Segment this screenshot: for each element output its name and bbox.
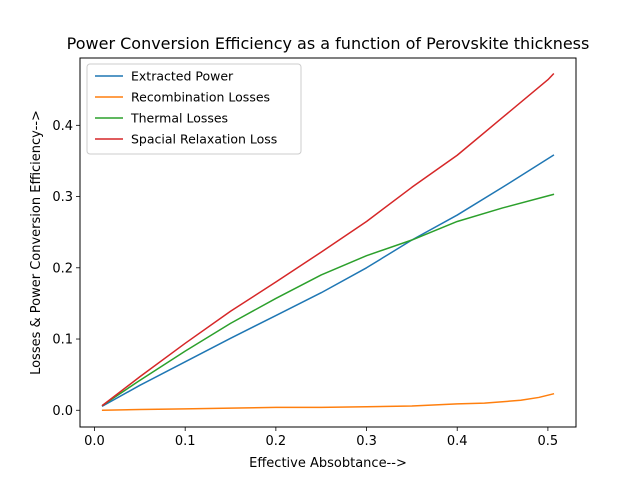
x-tick-label: 0.4 bbox=[447, 434, 468, 449]
series-line-3 bbox=[101, 72, 555, 407]
y-tick-label: 0.2 bbox=[52, 261, 73, 276]
legend-box bbox=[86, 63, 302, 155]
x-tick-label: 0.0 bbox=[84, 434, 105, 449]
legend-label-1: Recombination Losses bbox=[131, 90, 270, 105]
x-tick-label: 0.2 bbox=[266, 434, 287, 449]
axes-frame bbox=[79, 57, 577, 428]
x-tick-label: 0.5 bbox=[538, 434, 559, 449]
y-tick-label: 0.3 bbox=[52, 190, 73, 205]
chart-title: Power Conversion Efficiency as a functio… bbox=[67, 34, 590, 53]
series-line-0 bbox=[101, 154, 555, 408]
x-axis: 0.0 0.1 0.2 0.3 0.4 0.5 bbox=[84, 427, 558, 449]
y-tick-label: 0.0 bbox=[52, 404, 73, 419]
series-line-1 bbox=[101, 392, 555, 412]
plot-area bbox=[101, 72, 555, 412]
y-tick-label: 0.4 bbox=[52, 119, 73, 134]
y-tick-label: 0.1 bbox=[52, 333, 73, 348]
x-axis-label: Effective Absobtance--> bbox=[249, 456, 407, 471]
y-axis: 0.0 0.1 0.2 0.3 0.4 bbox=[52, 119, 80, 419]
legend-label-0: Extracted Power bbox=[131, 69, 234, 84]
x-tick-label: 0.1 bbox=[175, 434, 196, 449]
legend-label-2: Thermal Losses bbox=[130, 111, 228, 126]
legend: Extracted Power Recombination Losses Therm… bbox=[86, 63, 302, 155]
x-tick-label: 0.3 bbox=[356, 434, 377, 449]
y-axis-label: Losses & Power Conversion Efficiency--> bbox=[29, 110, 44, 375]
legend-label-3: Spacial Relaxation Loss bbox=[131, 132, 277, 147]
series-line-2 bbox=[101, 193, 555, 407]
